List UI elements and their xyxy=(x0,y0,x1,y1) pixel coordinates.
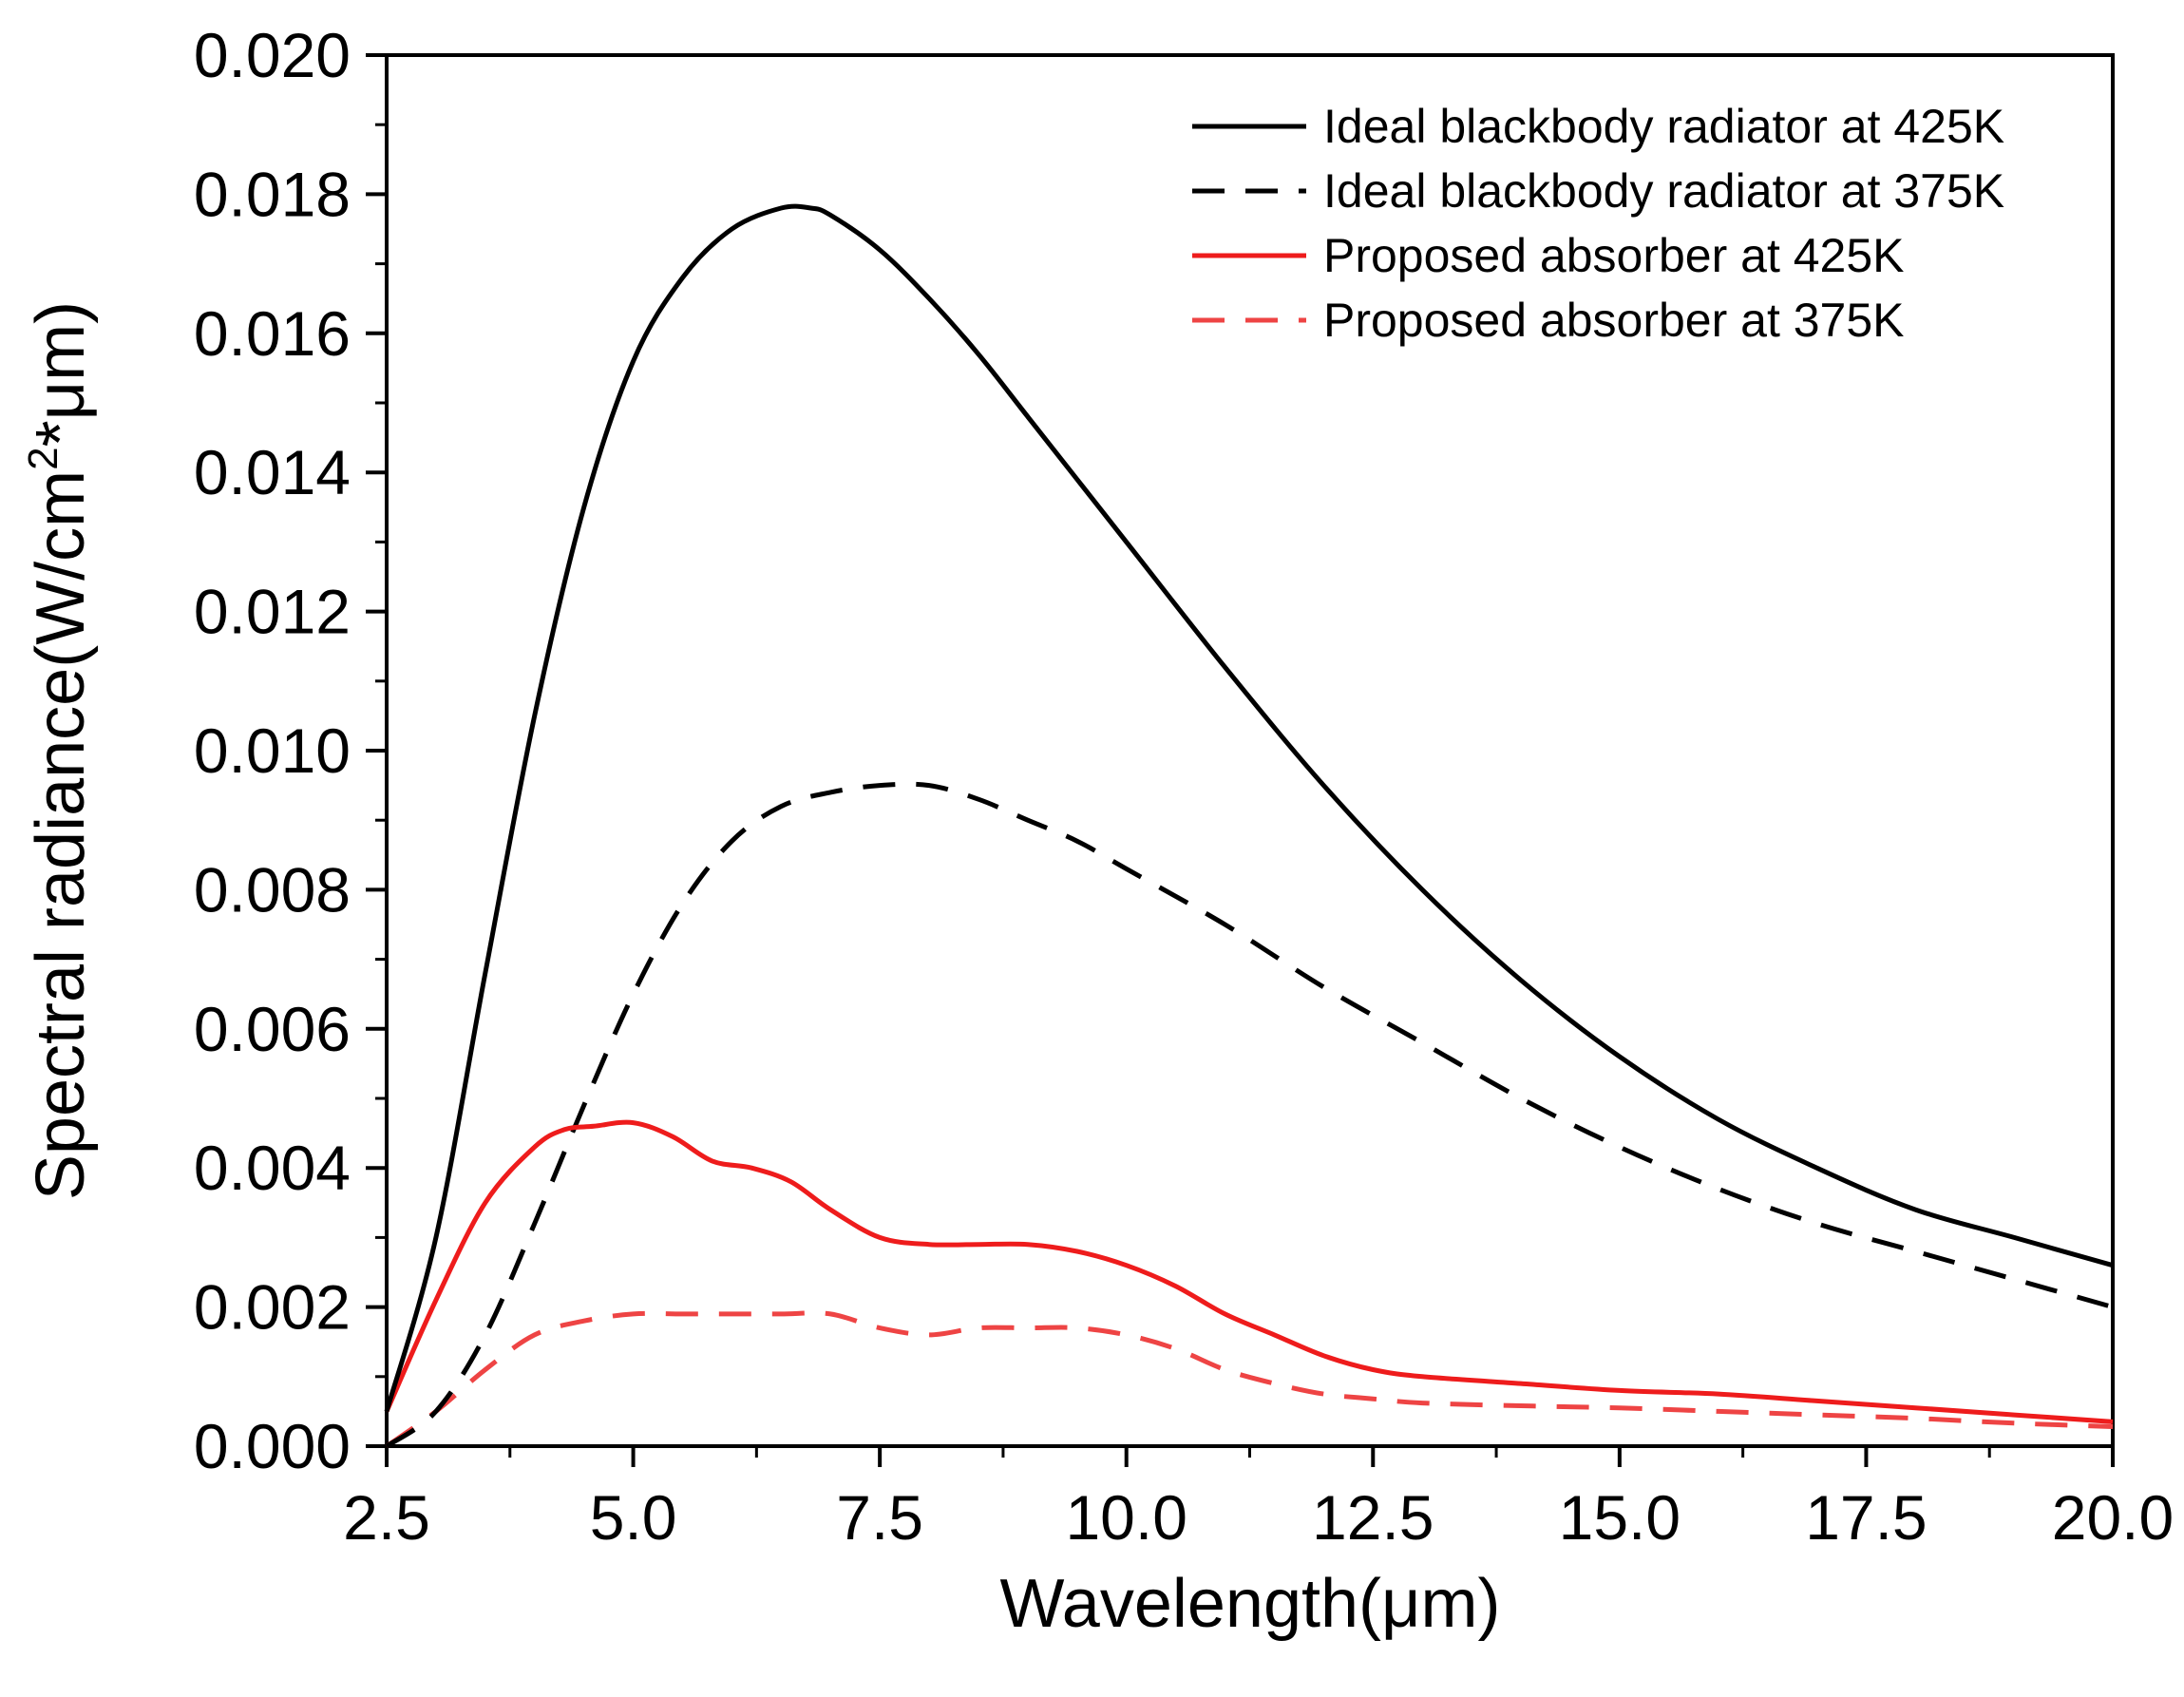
series-layer xyxy=(384,203,2114,1449)
legend-label-0: Ideal blackbody radiator at 425K xyxy=(1323,100,2004,153)
y-axis-title-main: Spectral radiance(W/cm xyxy=(23,470,99,1200)
x-tick-label: 15.0 xyxy=(1559,1482,1681,1553)
y-tick-label: 0.006 xyxy=(194,994,351,1064)
legend-label-1: Ideal blackbody radiator at 375K xyxy=(1323,164,2004,218)
y-axis-title-superscript: 2 xyxy=(20,447,66,469)
y-tick-label: 0.014 xyxy=(194,437,351,507)
y-tick-label: 0.018 xyxy=(194,159,351,229)
x-tick-label: 5.0 xyxy=(590,1482,677,1553)
x-tick-label: 7.5 xyxy=(836,1482,923,1553)
y-axis-ticks: 0.000 0.002 0.004 0.006 0.008 0.010 0.012 0.014… xyxy=(194,20,387,1481)
y-axis-title: Spectral radiance(W/cm2*μm) xyxy=(20,301,99,1200)
series-line-3 xyxy=(385,1310,2114,1449)
legend-label-2: Proposed absorber at 425K xyxy=(1323,229,1905,282)
x-axis-title: Wavelength(μm) xyxy=(1000,1566,1501,1642)
y-tick-label: 0.020 xyxy=(194,20,351,90)
x-tick-label: 20.0 xyxy=(2052,1482,2174,1553)
y-tick-label: 0.000 xyxy=(194,1411,351,1481)
x-axis-ticks: 2.5 5.0 7.5 10.0 12.5 15.0 17.5 20.0 xyxy=(343,1446,2174,1553)
y-tick-label: 0.002 xyxy=(194,1272,351,1343)
legend-label-3: Proposed absorber at 375K xyxy=(1323,294,1905,347)
series-line-1 xyxy=(385,781,2114,1449)
x-tick-label: 17.5 xyxy=(1805,1482,1927,1553)
y-tick-label: 0.010 xyxy=(194,715,351,786)
y-axis-title-tail: *μm) xyxy=(23,301,99,447)
x-tick-label: 2.5 xyxy=(343,1482,430,1553)
x-tick-label: 12.5 xyxy=(1312,1482,1434,1553)
y-tick-label: 0.016 xyxy=(194,298,351,369)
series-line-2 xyxy=(384,1119,2114,1424)
series-line-0 xyxy=(384,203,2114,1413)
y-tick-label: 0.004 xyxy=(194,1133,351,1203)
x-tick-label: 10.0 xyxy=(1065,1482,1187,1553)
legend: Ideal blackbody radiator at 425K Ideal bl… xyxy=(1192,100,2004,347)
y-tick-label: 0.012 xyxy=(194,577,351,647)
y-tick-label: 0.008 xyxy=(194,854,351,925)
